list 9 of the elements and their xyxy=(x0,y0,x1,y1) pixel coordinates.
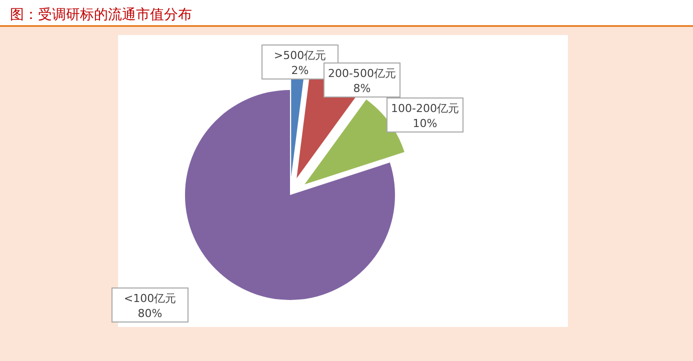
data-label: 2% xyxy=(291,64,309,77)
chart-title: 图：受调研标的流通市值分布 xyxy=(10,7,192,23)
slice-label: 200-500亿元 xyxy=(328,67,396,80)
data-label: 80% xyxy=(138,307,162,320)
slice-label: >500亿元 xyxy=(274,49,326,62)
data-label: 10% xyxy=(412,117,438,130)
slice-label: <100亿元 xyxy=(124,292,176,305)
slice-label: 100-200亿元 xyxy=(391,102,459,115)
data-label: 8% xyxy=(353,82,371,95)
